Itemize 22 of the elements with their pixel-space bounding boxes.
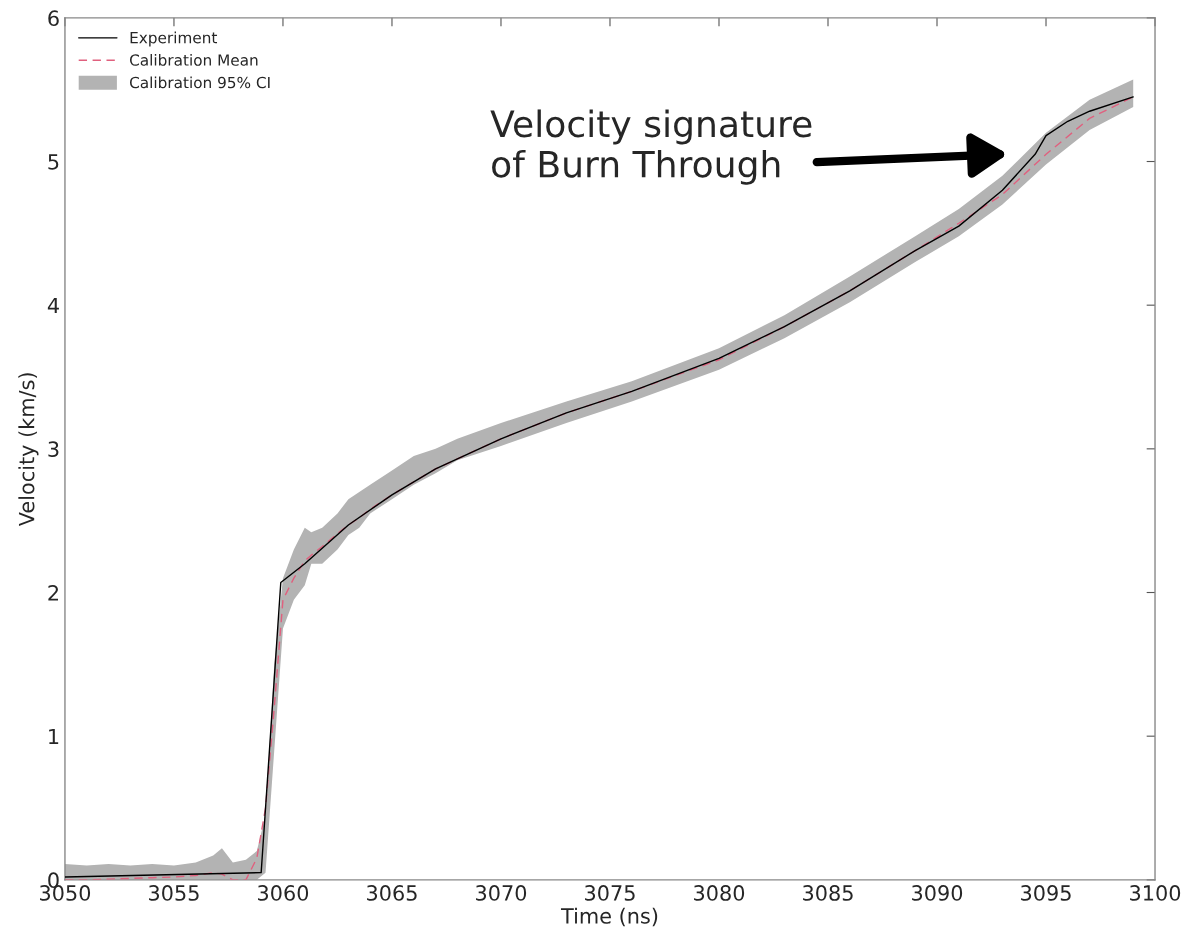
x-tick-label: 3085 xyxy=(803,885,853,901)
legend-label: Experiment xyxy=(130,31,218,47)
x-tick-label: 3070 xyxy=(476,885,527,901)
y-tick-label: 1 xyxy=(49,728,59,745)
x-axis-title: Time (ns) xyxy=(560,907,658,927)
y-tick-label: 4 xyxy=(47,297,59,314)
x-tick-label: 3095 xyxy=(1021,885,1071,901)
x-tick-label: 3080 xyxy=(694,885,745,901)
y-tick-label: 2 xyxy=(48,584,59,601)
x-tick-label: 3060 xyxy=(258,885,309,901)
x-tick-label: 3090 xyxy=(912,885,963,901)
x-tick-label: 3055 xyxy=(149,885,199,901)
annotation: Velocity signature of Burn Through xyxy=(490,109,812,185)
y-tick-label: 6 xyxy=(48,10,59,27)
y-tick-label: 3 xyxy=(48,441,59,458)
legend-label: Calibration Mean xyxy=(129,54,258,66)
y-axis-title: Velocity (km/s) xyxy=(18,373,39,527)
x-tick-label: 3100 xyxy=(1130,885,1181,901)
annotation: Calibration 95% CI xyxy=(129,76,270,89)
y-tick-label: 5 xyxy=(48,154,59,170)
x-tick-label: 3065 xyxy=(367,885,417,901)
x-tick-label: 3075 xyxy=(585,885,635,901)
